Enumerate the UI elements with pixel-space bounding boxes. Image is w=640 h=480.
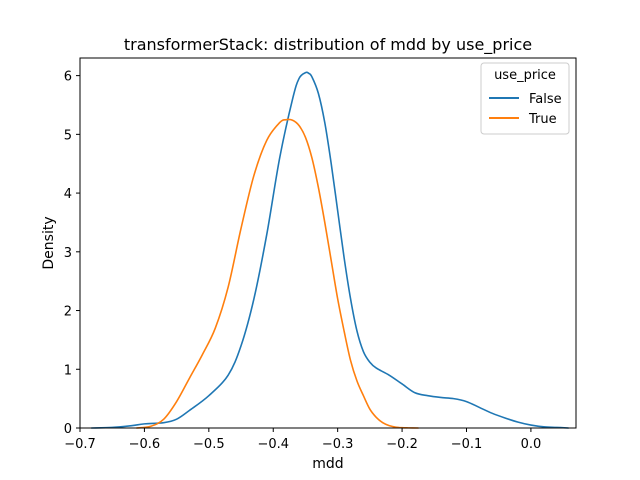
legend-label-true: True [528,112,557,127]
x-tick-label: −0.5 [193,437,225,452]
y-axis-label: Density [41,216,57,269]
x-axis-label: mdd [312,456,343,472]
x-tick-label: −0.2 [386,437,418,452]
x-tick-label: −0.4 [257,437,289,452]
y-tick-label: 5 [64,128,72,143]
plot-frame [79,57,577,429]
y-tick-label: 6 [64,70,72,85]
y-tick-label: 2 [64,305,72,320]
legend-box [480,62,570,135]
x-tick-label: −0.1 [451,437,483,452]
legend-label-false: False [529,92,562,107]
series-layer [90,71,570,429]
x-tick-label: −0.3 [322,437,354,452]
y-tick-label: 4 [64,187,72,202]
chart-title: transformerStack: distribution of mdd by… [124,35,532,55]
axes-layer: −0.7 −0.6 −0.5 −0.4 −0.3 −0.2 −0.1 0.0 0 1 2 3 4 5 6 [64,70,542,452]
x-tick-label: −0.6 [129,437,161,452]
y-tick-label: 1 [64,363,72,378]
legend: use_price False True [480,62,570,135]
y-tick-label: 3 [64,246,72,261]
x-tick-label: −0.7 [64,437,96,452]
x-tick-label: 0.0 [521,437,542,452]
y-tick-label: 0 [64,422,72,437]
series-line-false [90,71,570,429]
legend-title: use_price [494,68,556,83]
series-line-true [135,118,419,429]
